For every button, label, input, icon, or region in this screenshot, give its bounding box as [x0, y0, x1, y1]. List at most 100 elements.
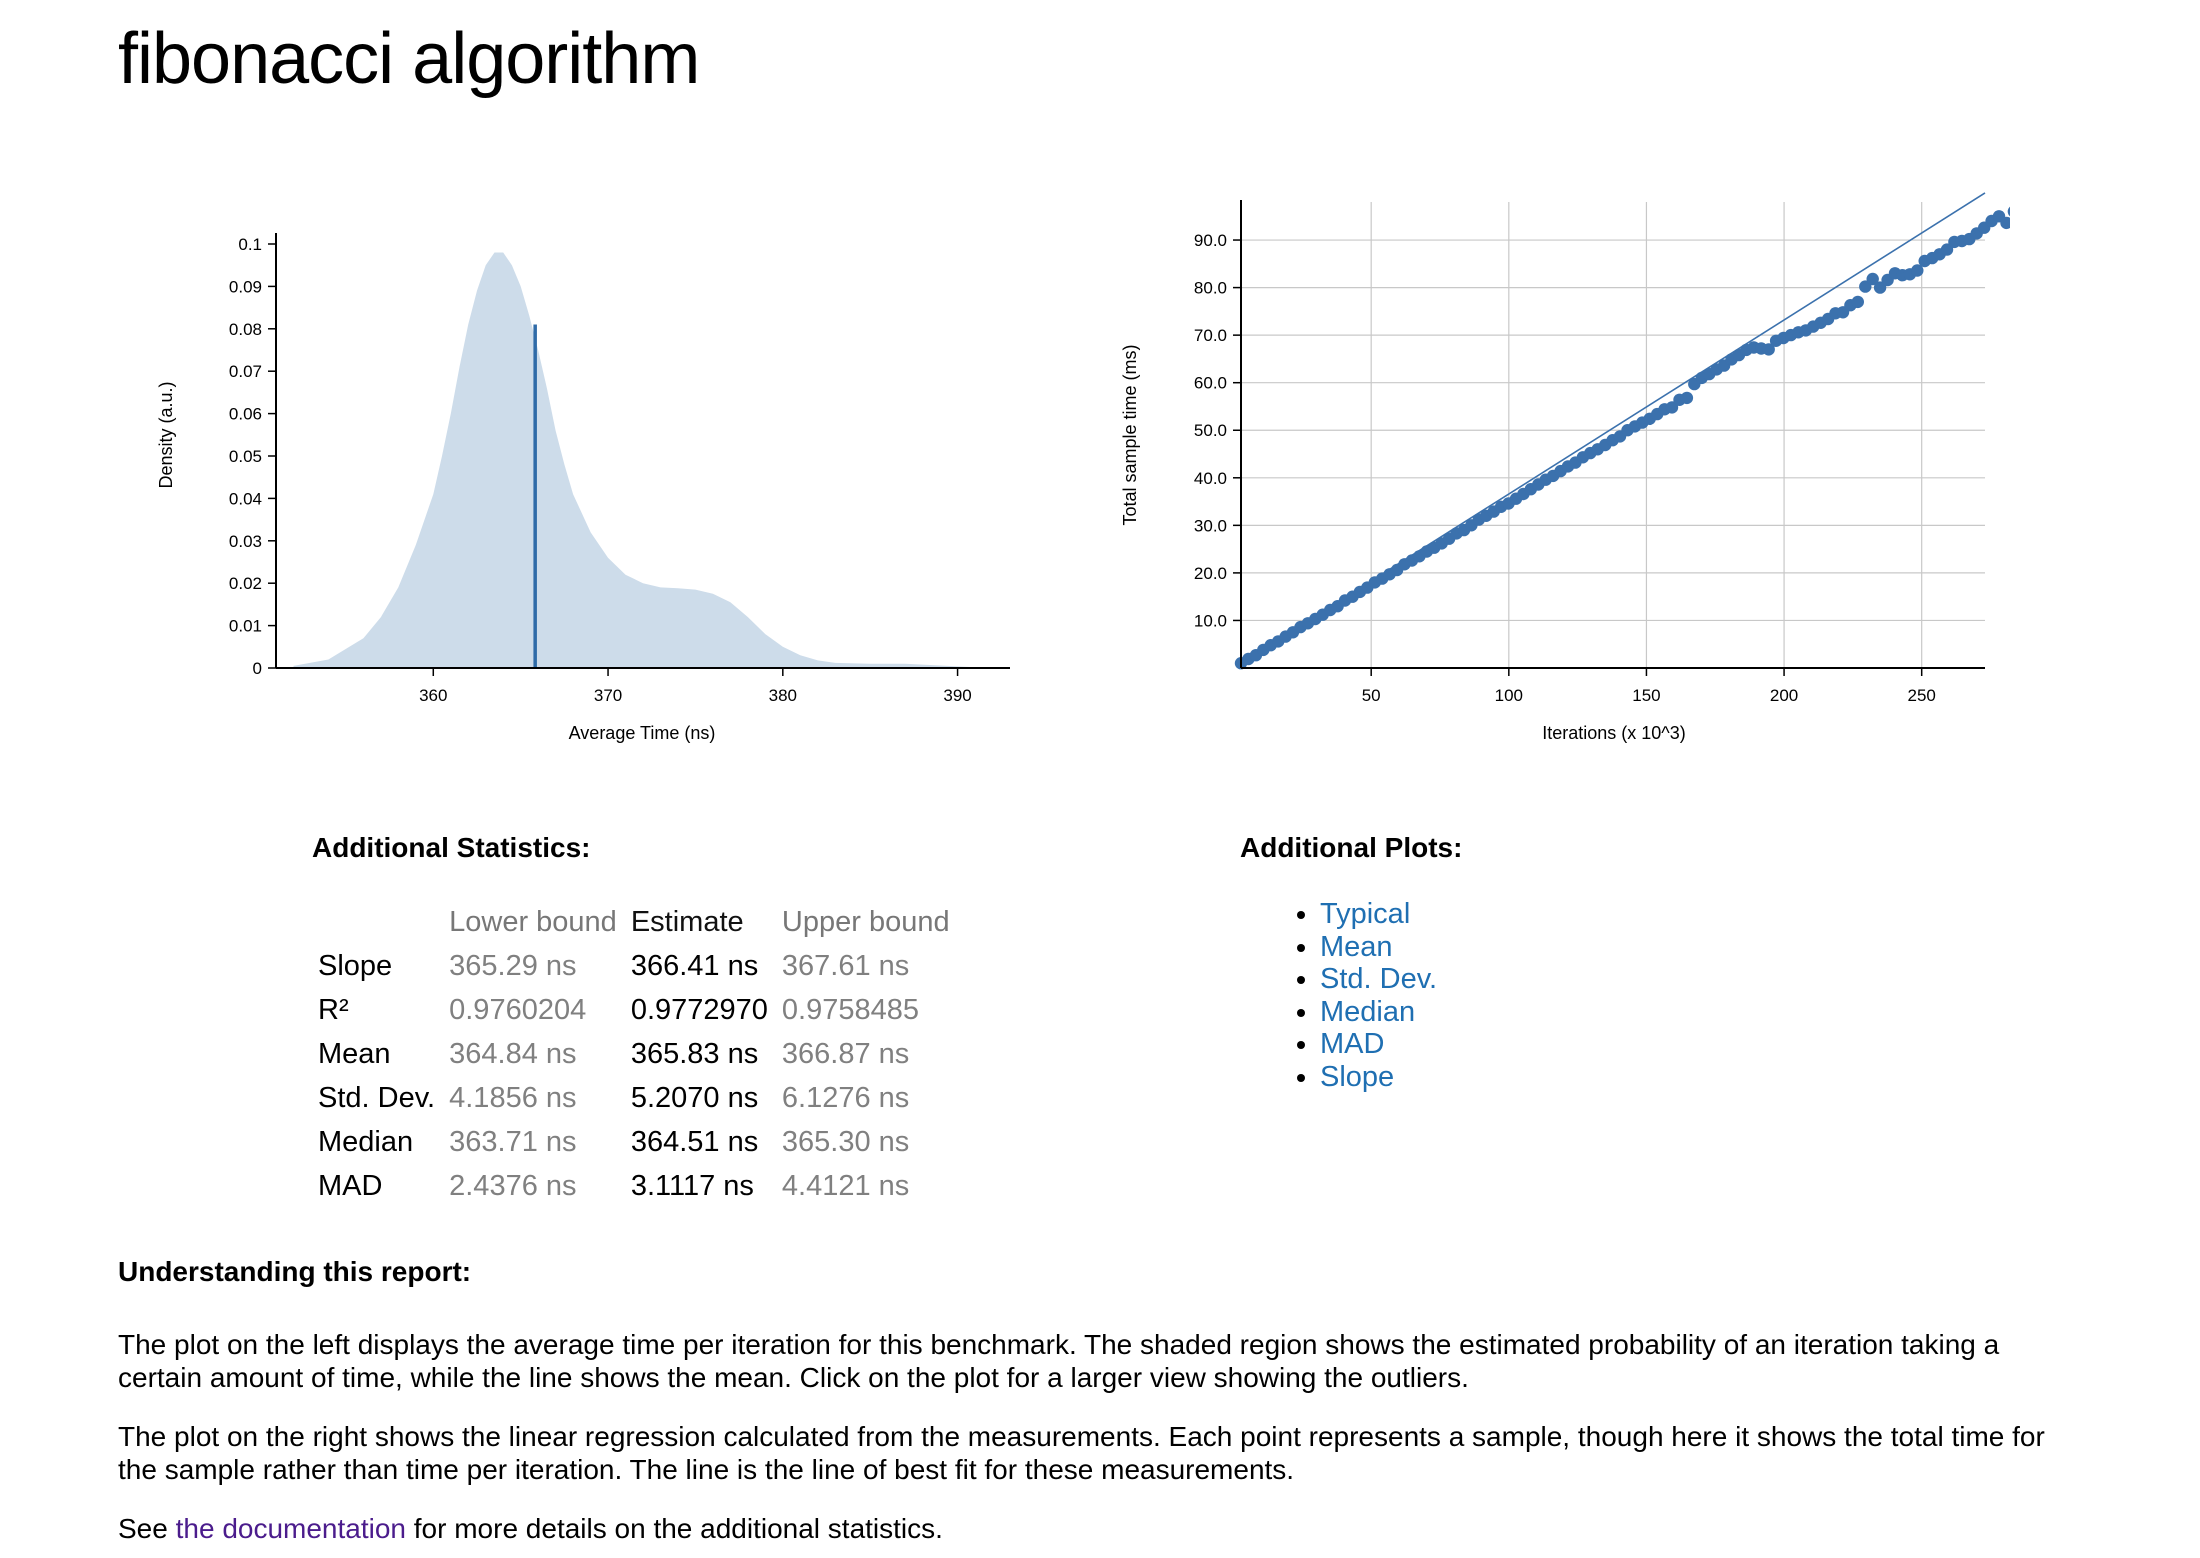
y-tick-label: 10.0: [1194, 611, 1227, 630]
lower-bound-value: 2.4376 ns: [449, 1169, 577, 1202]
estimate-value: 364.51 ns: [630, 1125, 759, 1158]
y-tick-label: 0.07: [229, 362, 262, 381]
x-axis-ticks: 360 370 380 390: [419, 668, 972, 705]
y-axis-ticks: 10.0 20.0 30.0 40.0 50.0 60.0 70.0 80.0 90.0: [1194, 231, 1241, 630]
left-plot-explanation: The plot on the left displays the averag…: [118, 1329, 2000, 1393]
statistics-table: Lower bound Estimate Upper bound Slope 3…: [312, 900, 958, 1208]
table-row: Median 363.71 ns 364.51 ns 365.30 ns: [312, 1120, 958, 1164]
upper-bound-value: 365.30 ns: [781, 1125, 910, 1158]
y-tick-label: 0.01: [229, 617, 262, 636]
lower-bound-value: 4.1856 ns: [449, 1081, 577, 1114]
list-item: Typical: [1320, 898, 1437, 931]
sample-point: [1851, 295, 1864, 309]
row-label: Mean: [318, 1037, 391, 1070]
y-axis-label: Density (a.u.): [156, 381, 176, 488]
list-item: MAD: [1320, 1028, 1437, 1061]
x-axis-ticks: 50 100 150 200 250: [1362, 668, 1936, 705]
y-tick-label: 0.06: [229, 405, 262, 424]
estimate-value: 5.2070 ns: [630, 1081, 759, 1114]
y-tick-label: 40.0: [1194, 469, 1227, 488]
x-tick-label: 390: [943, 686, 971, 705]
list-item: Median: [1320, 996, 1437, 1029]
plot-link-std-dev[interactable]: Std. Dev.: [1320, 963, 1438, 995]
y-axis-ticks: 0 0.01 0.02 0.03 0.04 0.05 0.06 0.07 0.08 0.09 0.1: [229, 235, 276, 678]
plot-link-mad[interactable]: MAD: [1320, 1028, 1385, 1060]
y-tick-label: 0.1: [238, 235, 262, 254]
x-tick-label: 360: [419, 686, 447, 705]
additional-plots-list: Typical Mean Std. Dev. Median MAD Slope: [1290, 898, 1437, 1093]
lower-bound-value: 364.84 ns: [449, 1037, 577, 1070]
x-axis-label: Iterations (x 10^3): [1542, 723, 1686, 743]
table-row: MAD 2.4376 ns 3.1117 ns 4.4121 ns: [312, 1164, 958, 1208]
y-tick-label: 0.08: [229, 320, 262, 339]
sample-point: [1911, 264, 1924, 277]
sample-point: [1866, 272, 1879, 286]
upper-bound-value: 4.4121 ns: [781, 1169, 910, 1202]
x-tick-label: 100: [1495, 686, 1523, 705]
density-area: [293, 252, 975, 668]
row-label: Slope: [318, 949, 393, 982]
y-axis-label: Total sample time (ms): [1120, 344, 1140, 525]
table-row: Mean 364.84 ns 365.83 ns 366.87 ns: [312, 1032, 958, 1076]
docs-suffix: for more details on the additional stati…: [406, 1513, 943, 1544]
y-tick-label: 0: [253, 659, 262, 678]
x-tick-label: 370: [594, 686, 622, 705]
pdf-chart[interactable]: 0 0.01 0.02 0.03 0.04 0.05 0.06 0.07 0.08 0.09 0.1…: [140, 190, 1020, 770]
regression-chart[interactable]: 10.0 20.0 30.0 40.0 50.0 60.0 70.0 80.0 90.0 50 1…: [1110, 190, 2010, 770]
y-tick-label: 60.0: [1194, 374, 1227, 393]
documentation-note: See the documentation for more details o…: [118, 1512, 2078, 1545]
row-label: Std. Dev.: [318, 1081, 436, 1114]
upper-bound-value: 6.1276 ns: [781, 1081, 910, 1114]
list-item: Std. Dev.: [1320, 963, 1437, 996]
y-tick-label: 0.09: [229, 277, 262, 296]
upper-bound-value: 366.87 ns: [781, 1037, 910, 1070]
right-plot-explanation: The plot on the right shows the linear r…: [118, 1421, 2045, 1485]
y-tick-label: 50.0: [1194, 421, 1227, 440]
table-row: Slope 365.29 ns 366.41 ns 367.61 ns: [312, 944, 958, 988]
lower-bound-value: 363.71 ns: [449, 1125, 577, 1158]
x-tick-label: 200: [1770, 686, 1798, 705]
y-tick-label: 20.0: [1194, 564, 1227, 583]
column-lower-bound: Lower bound: [449, 905, 617, 938]
y-tick-label: 30.0: [1194, 516, 1227, 535]
x-tick-label: 250: [1908, 686, 1936, 705]
list-item: Slope: [1320, 1061, 1437, 1094]
upper-bound-value: 0.9758485: [781, 993, 919, 1026]
additional-statistics-heading: Additional Statistics:: [312, 832, 591, 863]
regression-grid: [1241, 202, 1985, 668]
understanding-heading: Understanding this report:: [118, 1256, 472, 1287]
documentation-link[interactable]: the documentation: [175, 1513, 406, 1544]
y-tick-label: 0.05: [229, 447, 262, 466]
row-label: R²: [318, 993, 349, 1026]
sample-point: [2000, 216, 2010, 230]
table-row: R² 0.9760204 0.9772970 0.9758485: [312, 988, 958, 1032]
plot-link-typical[interactable]: Typical: [1320, 898, 1411, 930]
sample-point: [1859, 280, 1872, 293]
lower-bound-value: 0.9760204: [449, 993, 587, 1026]
sample-point: [1665, 401, 1679, 414]
estimate-value: 3.1117 ns: [630, 1169, 754, 1202]
plot-link-mean[interactable]: Mean: [1320, 930, 1393, 963]
sample-point: [2007, 206, 2010, 217]
table-header-empty: [312, 900, 443, 944]
column-estimate: Estimate: [630, 905, 744, 938]
plot-link-slope[interactable]: Slope: [1320, 1060, 1395, 1093]
upper-bound-value: 367.61 ns: [781, 949, 910, 982]
additional-plots-heading: Additional Plots:: [1240, 832, 1463, 863]
sample-points: [1234, 206, 2010, 670]
x-tick-label: 50: [1362, 686, 1381, 705]
plot-link-median[interactable]: Median: [1320, 995, 1416, 1028]
y-tick-label: 70.0: [1194, 326, 1227, 345]
lower-bound-value: 365.29 ns: [449, 949, 577, 982]
y-tick-label: 0.03: [229, 532, 262, 551]
table-row: Std. Dev. 4.1856 ns 5.2070 ns 6.1276 ns: [312, 1076, 958, 1120]
docs-prefix: See: [118, 1513, 176, 1544]
y-tick-label: 0.02: [229, 574, 262, 593]
estimate-value: 0.9772970: [630, 993, 768, 1026]
x-axis-label: Average Time (ns): [569, 723, 716, 743]
page-title: fibonacci algorithm: [118, 19, 700, 99]
y-tick-label: 0.04: [229, 489, 262, 508]
x-tick-label: 150: [1632, 686, 1660, 705]
estimate-value: 365.83 ns: [630, 1037, 759, 1070]
sample-point: [1873, 281, 1887, 294]
